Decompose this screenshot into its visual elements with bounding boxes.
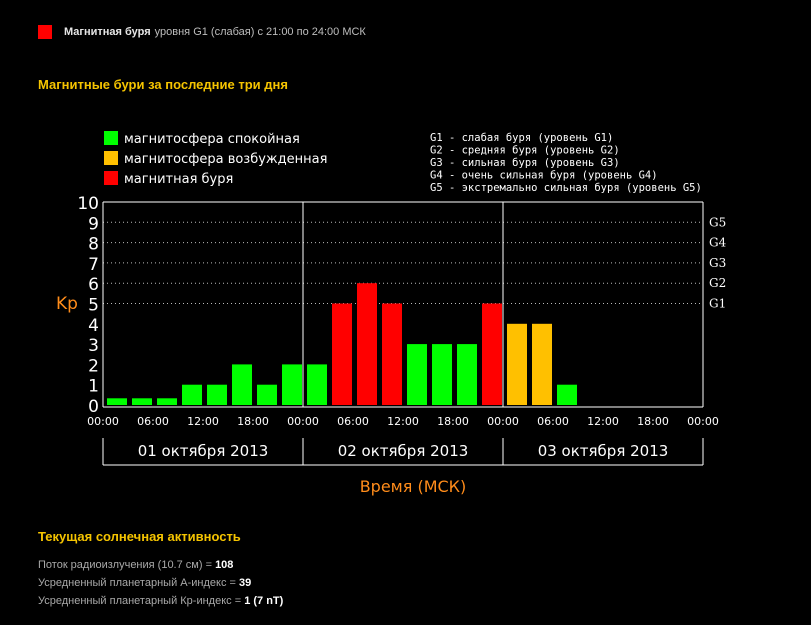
chart-section-title: Магнитные бури за последние три дня [38, 77, 288, 92]
radio-flux-value: 108 [215, 559, 234, 571]
time-tick-label: 12:00 [187, 415, 219, 428]
a-index-label: Усредненный планетарный А-индекс = [38, 577, 239, 589]
day-label: 03 октября 2013 [538, 442, 669, 460]
y-tick-label: 2 [88, 356, 99, 376]
legend-swatch [104, 151, 118, 165]
g-legend-item: G3 - сильная буря (уровень G3) [430, 157, 620, 169]
kp-bar [482, 303, 502, 405]
kp-bar [507, 323, 527, 405]
kp-bar [182, 384, 202, 405]
g-level-label: G5 [709, 215, 726, 229]
y-tick-label: 7 [88, 255, 99, 275]
alert-bar: Магнитная буря уровня G1 (слабая) с 21:0… [38, 22, 366, 42]
legend-label: магнитосфера спокойная [124, 132, 300, 147]
radio-flux-line: Поток радиоизлучения (10.7 см) = 108 [38, 559, 233, 571]
legend-swatch [104, 171, 118, 185]
time-tick-label: 00:00 [287, 415, 319, 428]
y-tick-label: 8 [88, 235, 99, 255]
kp-index-line: Усредненный планетарный Кр-индекс = 1 (7… [38, 595, 283, 607]
kp-bar [532, 323, 552, 405]
radio-flux-label: Поток радиоизлучения (10.7 см) = [38, 559, 216, 571]
y-tick-label: 0 [88, 397, 99, 417]
kp-bar [382, 303, 402, 405]
time-tick-label: 00:00 [87, 415, 119, 428]
kp-index-value: 1 (7 nT) [244, 595, 284, 607]
kp-bar [332, 303, 352, 405]
time-tick-label: 06:00 [537, 415, 569, 428]
y-tick-label: 4 [88, 316, 99, 336]
a-index-line: Усредненный планетарный А-индекс = 39 [38, 577, 251, 589]
day-label: 01 октября 2013 [138, 442, 269, 460]
kp-bar [157, 398, 177, 405]
time-tick-label: 12:00 [387, 415, 419, 428]
time-tick-label: 06:00 [337, 415, 369, 428]
day-label: 02 октября 2013 [338, 442, 469, 460]
g-legend-item: G5 - экстремально сильная буря (уровень … [430, 182, 702, 194]
g-level-label: G4 [709, 236, 727, 250]
kp-bar [232, 364, 252, 405]
y-axis-title: Kp [56, 294, 78, 314]
y-tick-label: 6 [88, 275, 99, 295]
y-tick-label: 1 [88, 377, 99, 397]
g-level-label: G3 [709, 256, 726, 270]
kp-bar [407, 344, 427, 405]
legend-label: магнитная буря [124, 172, 233, 187]
y-tick-label: 9 [88, 214, 99, 234]
time-tick-label: 18:00 [237, 415, 269, 428]
kp-bar [257, 384, 277, 405]
kp-bar [207, 384, 227, 405]
kp-bar [432, 344, 452, 405]
g-legend-item: G1 - слабая буря (уровень G1) [430, 132, 613, 144]
kp-bar [457, 344, 477, 405]
y-tick-label: 10 [77, 194, 99, 214]
legend-label: магнитосфера возбужденная [124, 152, 327, 167]
x-axis-title: Время (МСК) [360, 477, 467, 496]
time-tick-label: 12:00 [587, 415, 619, 428]
kp-bar [132, 398, 152, 405]
a-index-value: 39 [239, 577, 252, 589]
kp-bar [307, 364, 327, 405]
g-level-label: G1 [709, 297, 726, 311]
time-tick-label: 18:00 [637, 415, 669, 428]
storm-indicator-icon [38, 25, 52, 39]
alert-title: Магнитная буря [64, 26, 151, 38]
kp-index-label: Усредненный планетарный Кр-индекс = [38, 595, 245, 607]
legend-swatch [104, 131, 118, 145]
y-tick-label: 5 [88, 296, 99, 316]
kp-bar [107, 398, 127, 405]
solar-activity-heading: Текущая солнечная активность [38, 529, 241, 544]
time-tick-label: 18:00 [437, 415, 469, 428]
time-tick-label: 00:00 [687, 415, 719, 428]
time-tick-label: 00:00 [487, 415, 519, 428]
time-tick-label: 06:00 [137, 415, 169, 428]
g-legend-item: G4 - очень сильная буря (уровень G4) [430, 170, 658, 182]
y-tick-label: 3 [88, 336, 99, 356]
g-level-label: G2 [709, 276, 726, 290]
kp-bar [357, 283, 377, 405]
g-legend-item: G2 - средняя буря (уровень G2) [430, 145, 620, 157]
kp-bar [557, 384, 577, 405]
alert-text: уровня G1 (слабая) с 21:00 по 24:00 МСК [154, 26, 366, 38]
kp-bar [282, 364, 302, 405]
